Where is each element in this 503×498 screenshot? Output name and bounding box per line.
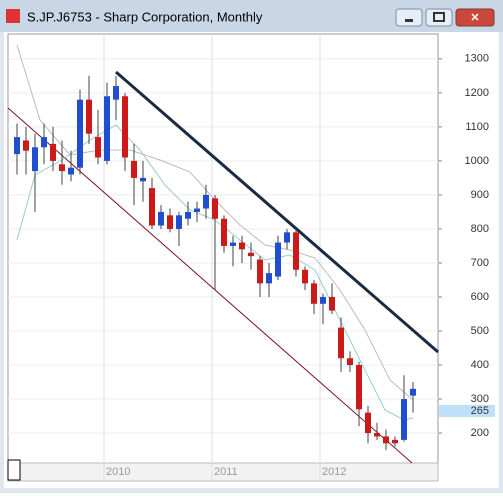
candle-body: [239, 242, 245, 250]
candle-body: [248, 252, 254, 257]
candle-body: [86, 99, 92, 134]
y-tick-label: 800: [471, 223, 489, 235]
candle-body: [203, 194, 209, 209]
x-tick-label: 2011: [214, 466, 238, 478]
candle-body: [194, 208, 200, 212]
y-tick-label: 300: [471, 393, 489, 405]
candle-body: [167, 215, 173, 229]
candle-body: [347, 358, 353, 366]
candle-body: [140, 177, 146, 182]
app-icon: [6, 9, 20, 23]
lower-trendline: [7, 107, 413, 464]
y-tick-label: 700: [471, 257, 489, 269]
candle-body: [77, 99, 83, 168]
candle-body: [23, 140, 29, 151]
y-tick-label: 1300: [465, 53, 489, 65]
candle-body: [410, 388, 416, 396]
y-tick-label: 1000: [465, 155, 489, 167]
candle-body: [329, 296, 335, 311]
candle-body: [275, 242, 281, 277]
last-price-box: [439, 404, 495, 417]
candle-body: [356, 365, 362, 410]
minimize-button[interactable]: [395, 8, 423, 27]
candle-body: [14, 137, 20, 155]
y-tick-label: 900: [471, 189, 489, 201]
candle-body: [293, 232, 299, 270]
candle-body: [302, 269, 308, 284]
y-tick-label: 200: [471, 427, 489, 439]
candle-body: [392, 439, 398, 444]
candle-body: [176, 215, 182, 229]
y-tick-label: 400: [471, 359, 489, 371]
upper-trendline: [115, 70, 439, 354]
candle-body: [266, 273, 272, 284]
candle-body: [257, 259, 263, 284]
candle-body: [32, 147, 38, 172]
candle-body: [95, 137, 101, 158]
candle-body: [401, 399, 407, 440]
candle-body: [320, 296, 326, 304]
candle-body: [185, 211, 191, 219]
candle-body: [50, 143, 56, 161]
candle-body: [131, 160, 137, 178]
maximize-button[interactable]: [425, 8, 453, 27]
candle-body: [122, 96, 128, 158]
candle-body: [113, 86, 119, 100]
y-tick-label: 1100: [465, 121, 489, 133]
candle-body: [41, 137, 47, 148]
window-title: S.JP.J6753 - Sharp Corporation, Monthly: [27, 9, 263, 24]
candle-body: [311, 283, 317, 304]
maximize-icon: [433, 12, 445, 22]
y-tick-label: 500: [471, 325, 489, 337]
close-icon: ✕: [470, 12, 479, 24]
candle-body: [338, 327, 344, 359]
candle-body: [59, 164, 65, 172]
candle-body: [383, 436, 389, 444]
candle-body: [149, 188, 155, 226]
y-tick-label: 600: [471, 291, 489, 303]
candle-body: [230, 242, 236, 246]
candle-body: [104, 96, 110, 161]
x-tick-label: 2012: [322, 466, 346, 478]
last-price-label: 265: [471, 405, 489, 417]
candle-body: [158, 211, 164, 226]
close-button[interactable]: [455, 8, 495, 27]
candle-body: [365, 412, 371, 434]
corner-box: [7, 459, 21, 481]
y-tick-label: 1200: [465, 87, 489, 99]
x-tick-label: 2010: [106, 466, 130, 478]
moving-average-short: [16, 124, 414, 421]
candle-body: [374, 433, 380, 437]
candle-body: [68, 167, 74, 175]
minimize-icon: [405, 19, 413, 22]
candle-body: [284, 232, 290, 243]
moving-average-long: [16, 44, 414, 401]
candle-body: [212, 198, 218, 219]
candle-body: [221, 218, 227, 246]
